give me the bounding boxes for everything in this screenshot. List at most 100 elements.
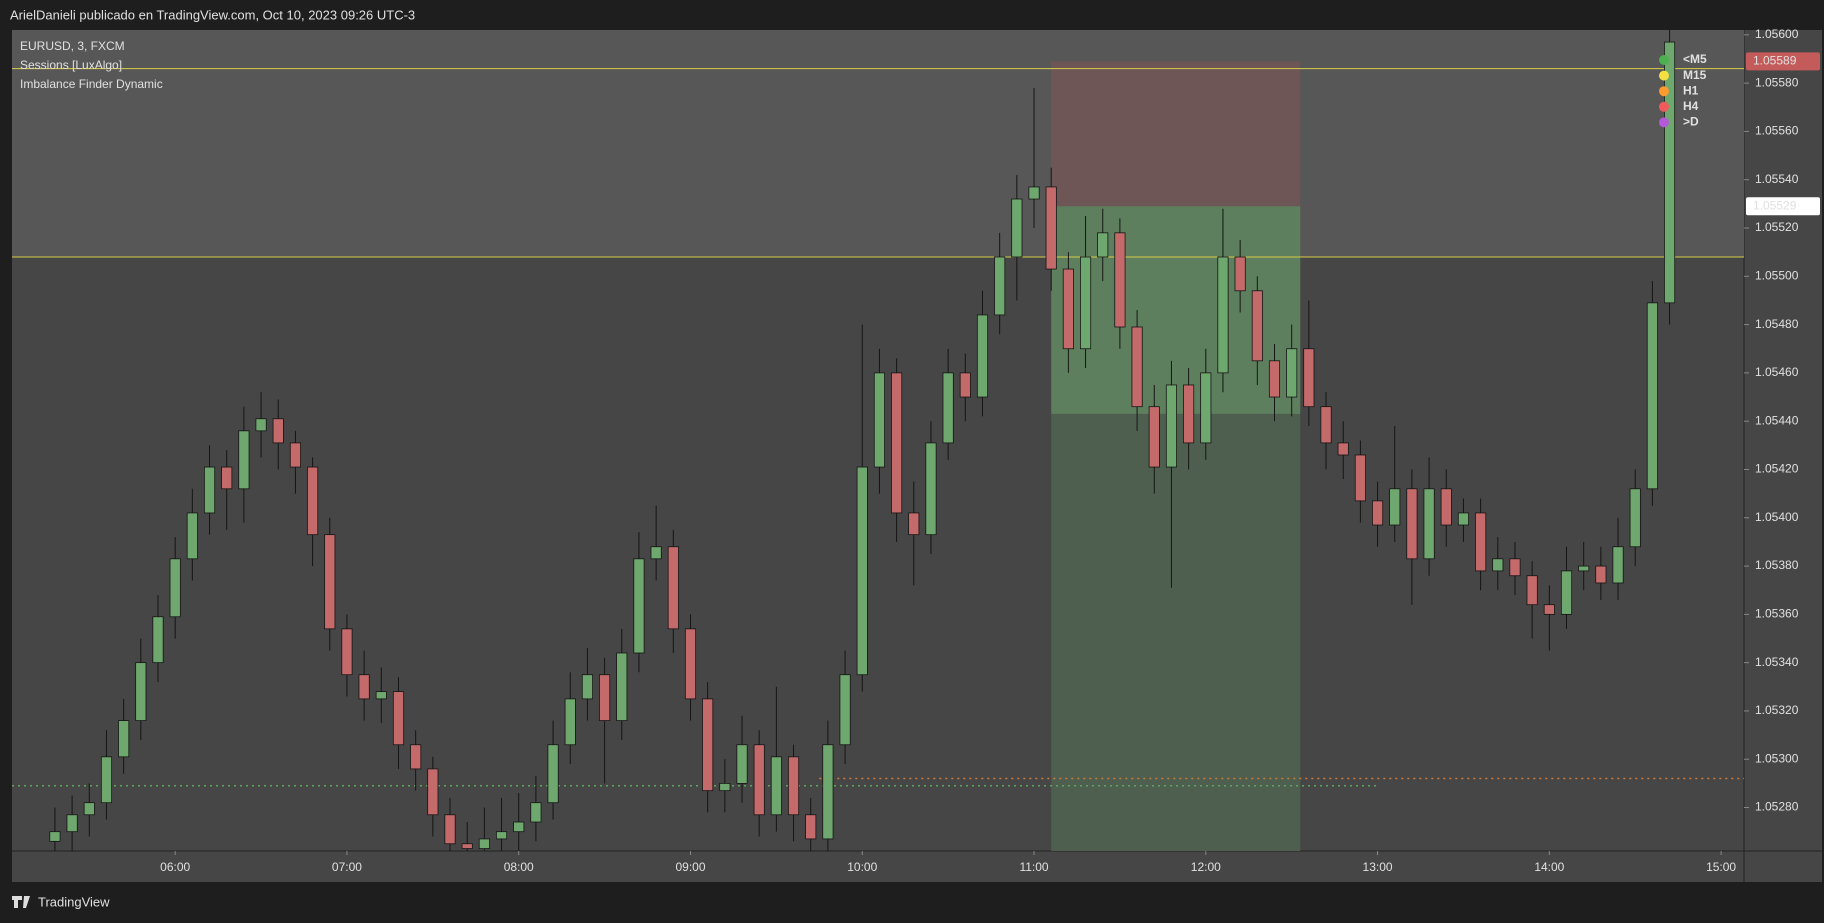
x-tick-label: 08:00 <box>504 860 534 874</box>
candle-body <box>118 720 130 758</box>
candle-body <box>1612 546 1624 584</box>
candle-body <box>289 442 301 468</box>
candle-body <box>1114 232 1126 328</box>
x-tick-label: 12:00 <box>1191 860 1221 874</box>
timeframe-label: >D <box>1683 115 1699 129</box>
candle-body <box>1389 488 1401 526</box>
candle-body <box>427 768 439 816</box>
candle-body <box>1303 348 1315 408</box>
x-tick-label: 09:00 <box>675 860 705 874</box>
y-tick-label: 1.05560 <box>1755 124 1799 138</box>
candle-body <box>994 256 1006 316</box>
candle-body <box>1097 232 1109 258</box>
candle-body <box>1372 500 1384 526</box>
candle-body <box>135 662 147 722</box>
candle-body <box>186 512 198 560</box>
y-tick-label: 1.05320 <box>1755 703 1799 717</box>
candle-body <box>410 744 422 770</box>
price-badge <box>1746 197 1820 216</box>
candle-body <box>169 558 181 618</box>
timeframe-dot <box>1659 86 1669 97</box>
candle-body <box>702 698 714 792</box>
x-tick-label: 06:00 <box>160 860 190 874</box>
legend-indicator: Sessions [LuxAlgo] <box>20 58 122 72</box>
candle-body <box>1646 302 1658 490</box>
candle-body <box>1457 512 1469 526</box>
candle-body <box>1080 256 1092 350</box>
timeframe-label: <M5 <box>1683 52 1707 66</box>
candle-body <box>891 372 903 514</box>
y-tick-label: 1.05340 <box>1755 655 1799 669</box>
candle-body <box>1543 604 1555 615</box>
candle-body <box>444 814 456 845</box>
candle-body <box>1183 384 1195 444</box>
candle-body <box>942 372 954 444</box>
candle-body <box>272 418 284 444</box>
x-tick-label: 15:00 <box>1706 860 1736 874</box>
candle-body <box>925 442 937 536</box>
session-band <box>12 30 1744 257</box>
x-tick-label: 13:00 <box>1363 860 1393 874</box>
position-tail <box>1051 413 1301 851</box>
candle-body <box>66 814 78 833</box>
y-tick-label: 1.05360 <box>1755 607 1799 621</box>
candle-body <box>495 831 508 840</box>
timeframe-label: H1 <box>1683 83 1699 97</box>
x-tick-label: 10:00 <box>847 860 877 874</box>
candle-body <box>1475 512 1487 572</box>
candle-body <box>1492 558 1504 572</box>
candle-body <box>1286 348 1298 398</box>
candle-body <box>1337 442 1349 456</box>
legend-indicator: Imbalance Finder Dynamic <box>20 77 163 91</box>
candle-body <box>49 831 61 842</box>
candle-body <box>530 802 542 823</box>
candle-body <box>564 698 576 746</box>
timeframe-dot <box>1659 117 1669 128</box>
candle-body <box>1406 488 1418 560</box>
x-tick-label: 14:00 <box>1534 860 1564 874</box>
x-tick-label: 11:00 <box>1019 860 1048 874</box>
candle-body <box>633 558 645 654</box>
candle-body <box>1011 198 1023 258</box>
logo <box>12 896 30 908</box>
candle-body <box>753 744 765 816</box>
candle-body <box>684 628 697 700</box>
timeframe-label: M15 <box>1683 68 1707 82</box>
candle-body <box>667 546 679 630</box>
candle-body <box>1578 565 1590 572</box>
y-tick-label: 1.05460 <box>1755 365 1799 379</box>
candle-body <box>1234 256 1246 292</box>
candle-body <box>616 652 628 722</box>
candle-body <box>1526 575 1538 606</box>
candle-body <box>1320 406 1332 444</box>
plot <box>12 30 1744 851</box>
candle-body <box>1200 372 1212 444</box>
timeframe-dot <box>1659 70 1669 81</box>
y-tick-label: 1.05420 <box>1755 462 1799 476</box>
y-tick-label: 1.05540 <box>1755 172 1799 186</box>
y-tick-label: 1.05400 <box>1755 510 1799 524</box>
candle-body <box>221 466 233 490</box>
candle-body <box>599 674 611 722</box>
candle-body <box>1268 360 1281 398</box>
candle-body <box>1664 41 1676 304</box>
timeframe-dot <box>1659 55 1669 65</box>
y-tick-label: 1.05440 <box>1755 413 1799 427</box>
candle-body <box>1062 268 1074 350</box>
candle-body <box>513 821 525 833</box>
candle-body <box>307 466 319 536</box>
candle-body <box>1217 256 1229 374</box>
candle-body <box>358 674 370 700</box>
y-tick-label: 1.05280 <box>1755 800 1799 814</box>
y-tick-label: 1.05580 <box>1755 75 1799 89</box>
candle-body <box>822 744 834 840</box>
candle-body <box>1629 488 1641 548</box>
candle-body <box>805 814 817 840</box>
candle-body <box>1354 454 1366 502</box>
candle-body <box>1028 186 1040 200</box>
footer-brand: TradingView <box>38 894 110 909</box>
timeframe-label: H4 <box>1683 99 1699 113</box>
candle-body <box>908 512 920 536</box>
